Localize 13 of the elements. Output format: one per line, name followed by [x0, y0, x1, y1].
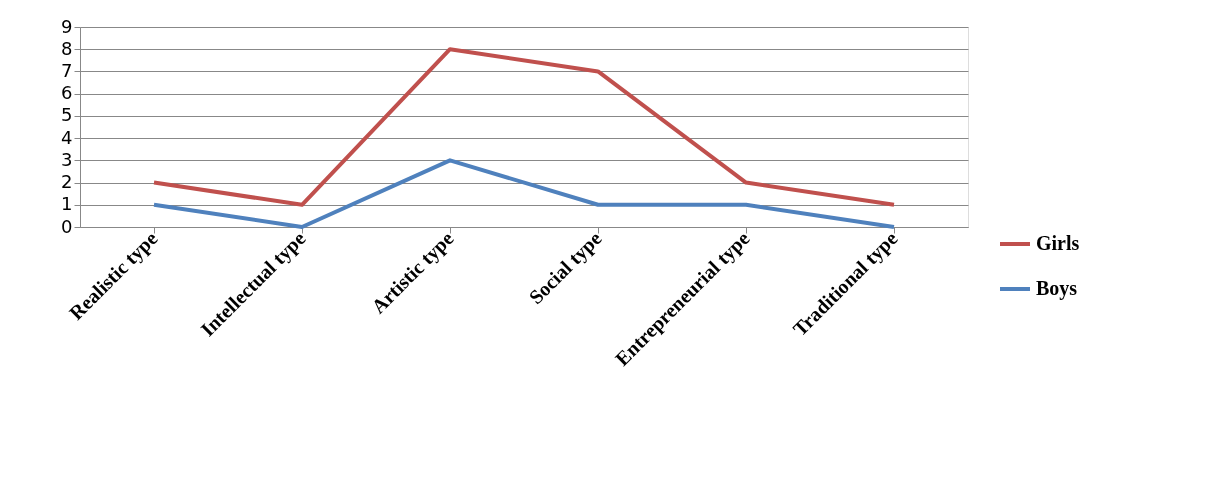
y-tick-label: 5	[61, 104, 73, 126]
legend-label: Boys	[1036, 277, 1078, 300]
y-tick-label: 3	[61, 148, 73, 170]
y-tick-label: 1	[61, 193, 73, 215]
y-tick-label: 0	[61, 215, 73, 237]
y-tick-label: 6	[61, 82, 73, 104]
y-tick-label: 9	[61, 15, 73, 37]
legend-label: Girls	[1036, 232, 1080, 254]
y-tick-label: 2	[61, 171, 73, 193]
y-tick-label: 8	[61, 37, 73, 59]
y-tick-label: 4	[61, 126, 73, 148]
y-tick-label: 7	[61, 59, 73, 81]
line-series	[152, 47, 896, 207]
